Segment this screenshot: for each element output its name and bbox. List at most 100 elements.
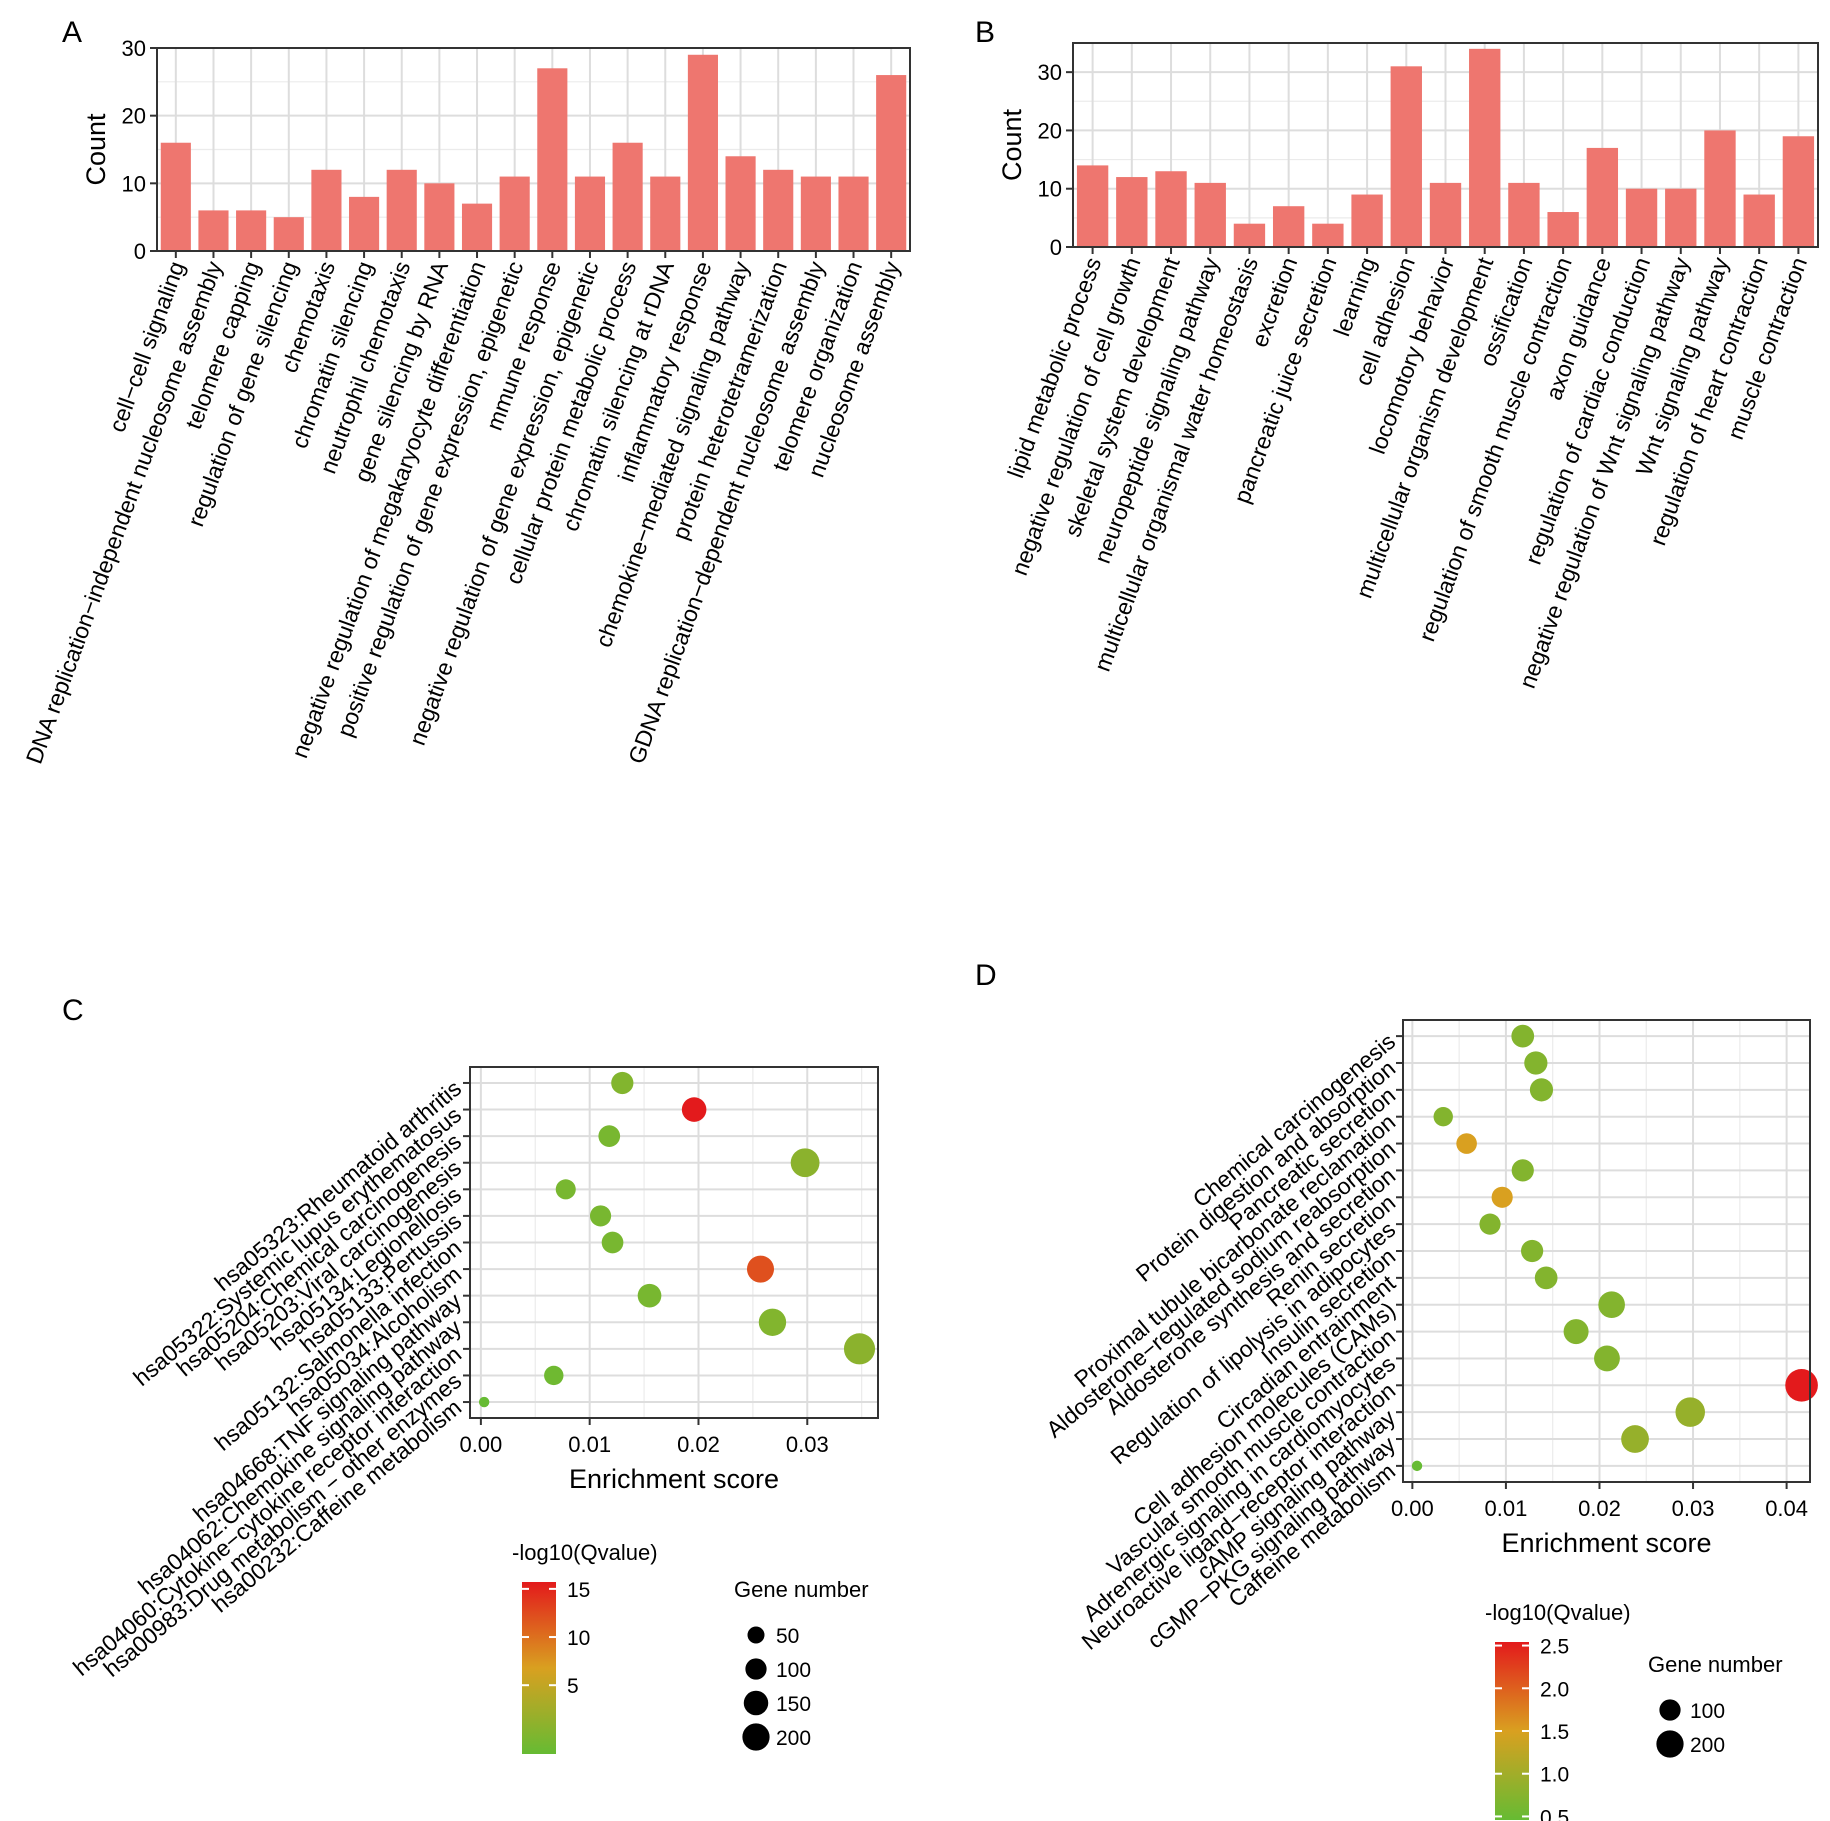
bar xyxy=(273,217,304,251)
data-point xyxy=(1563,1319,1589,1345)
size-legend-dot xyxy=(743,1690,769,1716)
size-legend-label: 200 xyxy=(776,1727,811,1750)
data-point xyxy=(758,1308,787,1336)
bar xyxy=(1272,206,1305,247)
bar xyxy=(1469,48,1501,248)
y-category-label: hsa00983:Drug metabolism − other enzymes xyxy=(98,1367,466,1682)
size-legend-label: 200 xyxy=(1690,1734,1725,1757)
bar xyxy=(612,142,643,251)
x-axis-title: Enrichment score xyxy=(569,1464,779,1494)
data-point xyxy=(555,1179,576,1200)
bar xyxy=(1116,177,1148,247)
bar xyxy=(1076,165,1109,247)
size-legend-dot xyxy=(1656,1730,1684,1758)
bar xyxy=(1586,147,1619,247)
panel-letter-b: B xyxy=(975,16,995,49)
bar xyxy=(1233,223,1266,247)
y-tick-label: 10 xyxy=(1038,177,1062,202)
data-point xyxy=(544,1365,564,1386)
bar xyxy=(763,169,794,251)
data-point xyxy=(1785,1368,1818,1402)
bar xyxy=(311,169,342,251)
bar xyxy=(424,183,455,251)
colorbar-label: 5 xyxy=(567,1675,579,1698)
bar xyxy=(349,196,380,251)
data-point xyxy=(1433,1106,1453,1127)
bar xyxy=(725,156,756,251)
bar xyxy=(537,68,568,251)
colorbar-label: 2.5 xyxy=(1540,1636,1569,1659)
bar xyxy=(1704,130,1736,247)
bar xyxy=(1194,182,1226,247)
data-point xyxy=(1598,1291,1625,1319)
data-point xyxy=(1621,1425,1649,1453)
size-legend-dot xyxy=(1659,1699,1681,1721)
x-tick-label: 0.01 xyxy=(568,1432,611,1457)
bar xyxy=(876,75,907,251)
data-point xyxy=(601,1231,624,1254)
data-point xyxy=(746,1255,774,1283)
bar xyxy=(1625,188,1658,247)
color-legend-title: -log10(Qvalue) xyxy=(1485,1600,1631,1625)
data-point xyxy=(1534,1266,1558,1290)
y-tick-label: 0 xyxy=(134,239,146,264)
data-point xyxy=(1511,1159,1534,1182)
y-tick-label: 20 xyxy=(122,104,146,129)
y-tick-label: 30 xyxy=(1038,60,1062,85)
data-point xyxy=(1524,1051,1548,1075)
x-axis-title: Enrichment score xyxy=(1501,1528,1711,1558)
bar xyxy=(800,176,831,251)
bar xyxy=(650,176,681,251)
data-point xyxy=(1456,1133,1477,1154)
size-legend-title: Gene number xyxy=(734,1577,869,1602)
colorbar-label: 1.5 xyxy=(1540,1721,1569,1744)
data-point xyxy=(589,1205,612,1227)
data-point xyxy=(790,1148,820,1178)
data-point xyxy=(1411,1460,1423,1472)
colorbar-label: 15 xyxy=(567,1579,590,1602)
x-tick-label: 0.00 xyxy=(1391,1496,1434,1521)
x-tick-label: 0.03 xyxy=(786,1432,829,1457)
plot-border xyxy=(156,47,911,252)
bar xyxy=(1429,182,1462,247)
y-tick-label: 0 xyxy=(1050,235,1062,260)
colorbar xyxy=(522,1582,556,1754)
bar xyxy=(687,54,718,252)
bar xyxy=(1547,212,1579,247)
data-point xyxy=(478,1396,490,1408)
size-legend-label: 150 xyxy=(776,1693,811,1716)
bar xyxy=(574,176,606,251)
bar xyxy=(386,169,417,251)
bar xyxy=(236,210,267,251)
data-point xyxy=(681,1097,707,1122)
bar xyxy=(198,210,229,251)
x-tick-label: 0.04 xyxy=(1765,1496,1808,1521)
bar xyxy=(1390,66,1422,247)
panel-letter-a: A xyxy=(62,16,82,49)
panel-letter-d: D xyxy=(975,959,997,992)
size-legend-dot xyxy=(745,1658,767,1680)
colorbar-label: 2.0 xyxy=(1540,1678,1569,1701)
size-legend-dot xyxy=(747,1626,765,1644)
y-axis-title: Count xyxy=(81,113,111,186)
bar xyxy=(1782,136,1815,247)
x-tick-label: 0.02 xyxy=(1578,1496,1621,1521)
data-point xyxy=(1521,1239,1544,1263)
data-point xyxy=(843,1333,876,1365)
data-point xyxy=(611,1071,634,1095)
bar xyxy=(838,176,869,251)
y-axis-title: Count xyxy=(997,108,1027,181)
x-tick-label: 0.02 xyxy=(677,1432,720,1457)
size-legend-title: Gene number xyxy=(1648,1652,1783,1677)
x-tick-label: 0.03 xyxy=(1672,1496,1715,1521)
data-point xyxy=(1594,1345,1620,1372)
panel-letter-c: C xyxy=(62,994,84,1027)
colorbar-label: 1.0 xyxy=(1540,1764,1569,1787)
data-point xyxy=(1479,1213,1501,1235)
bar xyxy=(1508,182,1540,247)
